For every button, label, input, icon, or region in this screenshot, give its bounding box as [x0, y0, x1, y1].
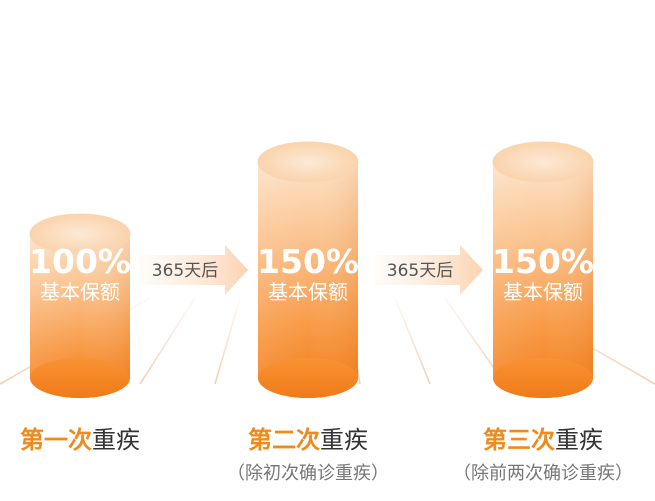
bar-3-caption: 基本保额	[503, 280, 583, 304]
bar-1-top	[29, 213, 131, 255]
category-3-highlight: 第三次	[483, 426, 555, 454]
arrow-2: 365天后	[375, 245, 483, 295]
category-2-note: （除初次确诊重疾）	[227, 463, 389, 484]
category-2-highlight: 第二次	[248, 426, 320, 454]
bar-3-top	[492, 141, 594, 183]
category-1-caption: 第一次重疾	[0, 420, 195, 455]
category-2-rest: 重疾	[320, 426, 368, 454]
bar-2-top	[257, 141, 359, 183]
category-1-highlight: 第一次	[20, 426, 92, 454]
bar-1: 100%基本保额	[29, 213, 131, 398]
arrow-1-label: 365天后	[152, 261, 218, 281]
bar-3-value-label: 150%	[492, 242, 594, 281]
bar-3: 150%基本保额	[492, 141, 594, 398]
bar-2-value-label: 150%	[257, 242, 359, 281]
bar-1-base	[30, 358, 130, 398]
bar-2: 150%基本保额	[257, 141, 359, 398]
bar-2-caption: 基本保额	[268, 280, 348, 304]
arrow-1: 365天后	[140, 245, 248, 295]
bar-1-caption: 基本保额	[40, 280, 120, 304]
bar-3-base	[493, 358, 593, 398]
bar-2-base	[258, 358, 358, 398]
bar-1-value-label: 100%	[29, 242, 131, 281]
arrow-2-label: 365天后	[387, 261, 453, 281]
category-1-rest: 重疾	[92, 426, 140, 454]
category-3-caption: 第三次重疾	[428, 420, 655, 455]
category-2-caption: 第二次重疾	[193, 420, 423, 455]
category-3-note: （除前两次确诊重疾）	[453, 463, 633, 484]
category-3-rest: 重疾	[555, 426, 603, 454]
